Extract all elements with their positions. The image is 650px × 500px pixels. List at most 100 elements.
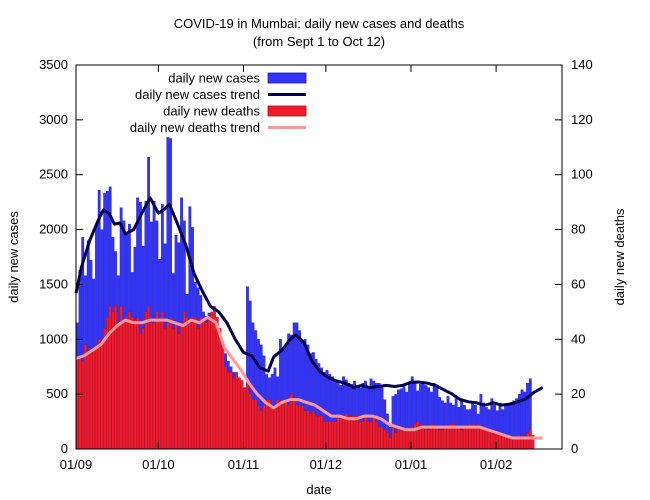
deaths-bar	[210, 311, 214, 450]
deaths-bar	[339, 418, 343, 450]
legend-label: daily new deaths trend	[130, 120, 260, 135]
deaths-bar	[237, 377, 241, 450]
deaths-bar	[454, 426, 458, 450]
left-tick-label: 1000	[39, 331, 68, 346]
deaths-bar	[133, 319, 137, 450]
right-axis: 0 20 40 60 80 100 120 140	[571, 57, 593, 456]
deaths-bar	[141, 328, 145, 450]
right-tick-label: 80	[571, 222, 585, 237]
deaths-bar	[300, 404, 304, 450]
deaths-bar	[177, 333, 181, 450]
deaths-bar	[254, 399, 258, 450]
deaths-bar	[221, 344, 225, 450]
deaths-bar	[235, 372, 238, 450]
deaths-trend-line	[75, 315, 543, 440]
deaths-bar	[399, 426, 403, 450]
deaths-bar	[306, 410, 310, 450]
deaths-bar	[191, 317, 194, 450]
right-tick-label: 100	[571, 167, 593, 182]
plot-frame	[75, 64, 563, 450]
deaths-bar	[290, 393, 293, 450]
right-tick-label: 40	[571, 331, 585, 346]
deaths-bar	[526, 432, 529, 450]
deaths-bar	[199, 317, 203, 450]
deaths-bar	[366, 421, 370, 450]
left-tick-label: 2000	[39, 222, 68, 237]
deaths-bar	[388, 437, 392, 450]
deaths-bar	[97, 339, 101, 450]
deaths-bar	[479, 426, 483, 450]
deaths-bar	[353, 415, 356, 450]
left-tick-label: 3000	[39, 112, 68, 127]
deaths-bar	[117, 322, 120, 450]
deaths-bar	[462, 426, 466, 450]
x-tick-label: 01/12	[310, 457, 343, 472]
y-axis-label-right: daily new deaths	[612, 208, 627, 305]
deaths-bar	[333, 421, 337, 450]
deaths-bar	[182, 311, 186, 450]
deaths-bar	[136, 317, 140, 450]
deaths-bar	[292, 399, 296, 450]
deaths-bar	[152, 322, 156, 450]
chart-title: COVID-19 in Mumbai: daily new cases and …	[174, 16, 465, 31]
deaths-bar	[248, 393, 252, 450]
deaths-bar	[89, 350, 93, 450]
deaths-bar	[251, 399, 255, 450]
deaths-bar	[432, 426, 436, 450]
deaths-bar	[377, 426, 381, 450]
deaths-bar	[484, 429, 488, 450]
deaths-bar	[509, 437, 513, 450]
deaths-bar	[202, 319, 205, 450]
deaths-bar	[180, 322, 183, 450]
deaths-bar	[125, 317, 129, 450]
deaths-bar	[350, 415, 354, 450]
deaths-bar	[130, 317, 134, 450]
deaths-bar	[386, 432, 389, 450]
deaths-bar	[240, 380, 244, 450]
left-tick-label: 0	[61, 441, 68, 456]
deaths-bar	[207, 317, 211, 450]
right-tick-label: 20	[571, 386, 585, 401]
deaths-bar	[144, 311, 148, 450]
deaths-bar	[314, 415, 318, 450]
deaths-bar	[523, 437, 527, 450]
deaths-bar	[369, 421, 373, 450]
deaths-bar	[246, 383, 249, 450]
deaths-bar	[443, 426, 447, 450]
deaths-bar	[446, 426, 450, 450]
deaths-bar	[501, 435, 505, 450]
deaths-bar	[397, 429, 400, 450]
deaths-bar	[435, 426, 439, 450]
deaths-bar	[259, 410, 263, 450]
deaths-bar	[331, 421, 334, 450]
deaths-bar	[515, 437, 518, 450]
deaths-bar	[81, 361, 85, 450]
deaths-bar	[108, 306, 112, 450]
deaths-bar	[355, 415, 359, 450]
trend-lines	[74, 196, 544, 440]
deaths-bar	[138, 333, 142, 450]
deaths-bar	[320, 415, 323, 450]
deaths-bar	[174, 322, 178, 450]
x-tick-label: 01/02	[480, 457, 513, 472]
deaths-bar	[279, 404, 282, 450]
deaths-bar	[394, 432, 398, 450]
deaths-bar	[391, 426, 395, 450]
left-tick-label: 2500	[39, 167, 68, 182]
deaths-bar	[311, 410, 315, 450]
left-tick-label: 1500	[39, 276, 68, 291]
deaths-bar	[322, 421, 326, 450]
deaths-bar	[270, 404, 274, 450]
deaths-bar	[342, 415, 345, 450]
deaths-bar	[441, 429, 444, 450]
deaths-bar	[128, 311, 131, 450]
legend-swatch-box	[267, 105, 307, 117]
deaths-bar	[224, 366, 227, 450]
deaths-bar	[347, 415, 351, 450]
deaths-bar	[169, 317, 172, 450]
left-axis: 0 500 1000 1500 2000 2500 3000 3500	[39, 57, 562, 456]
deaths-bar	[158, 319, 161, 450]
deaths-bar	[166, 322, 170, 450]
x-axis-label: date	[306, 482, 331, 497]
deaths-bar	[303, 410, 307, 450]
